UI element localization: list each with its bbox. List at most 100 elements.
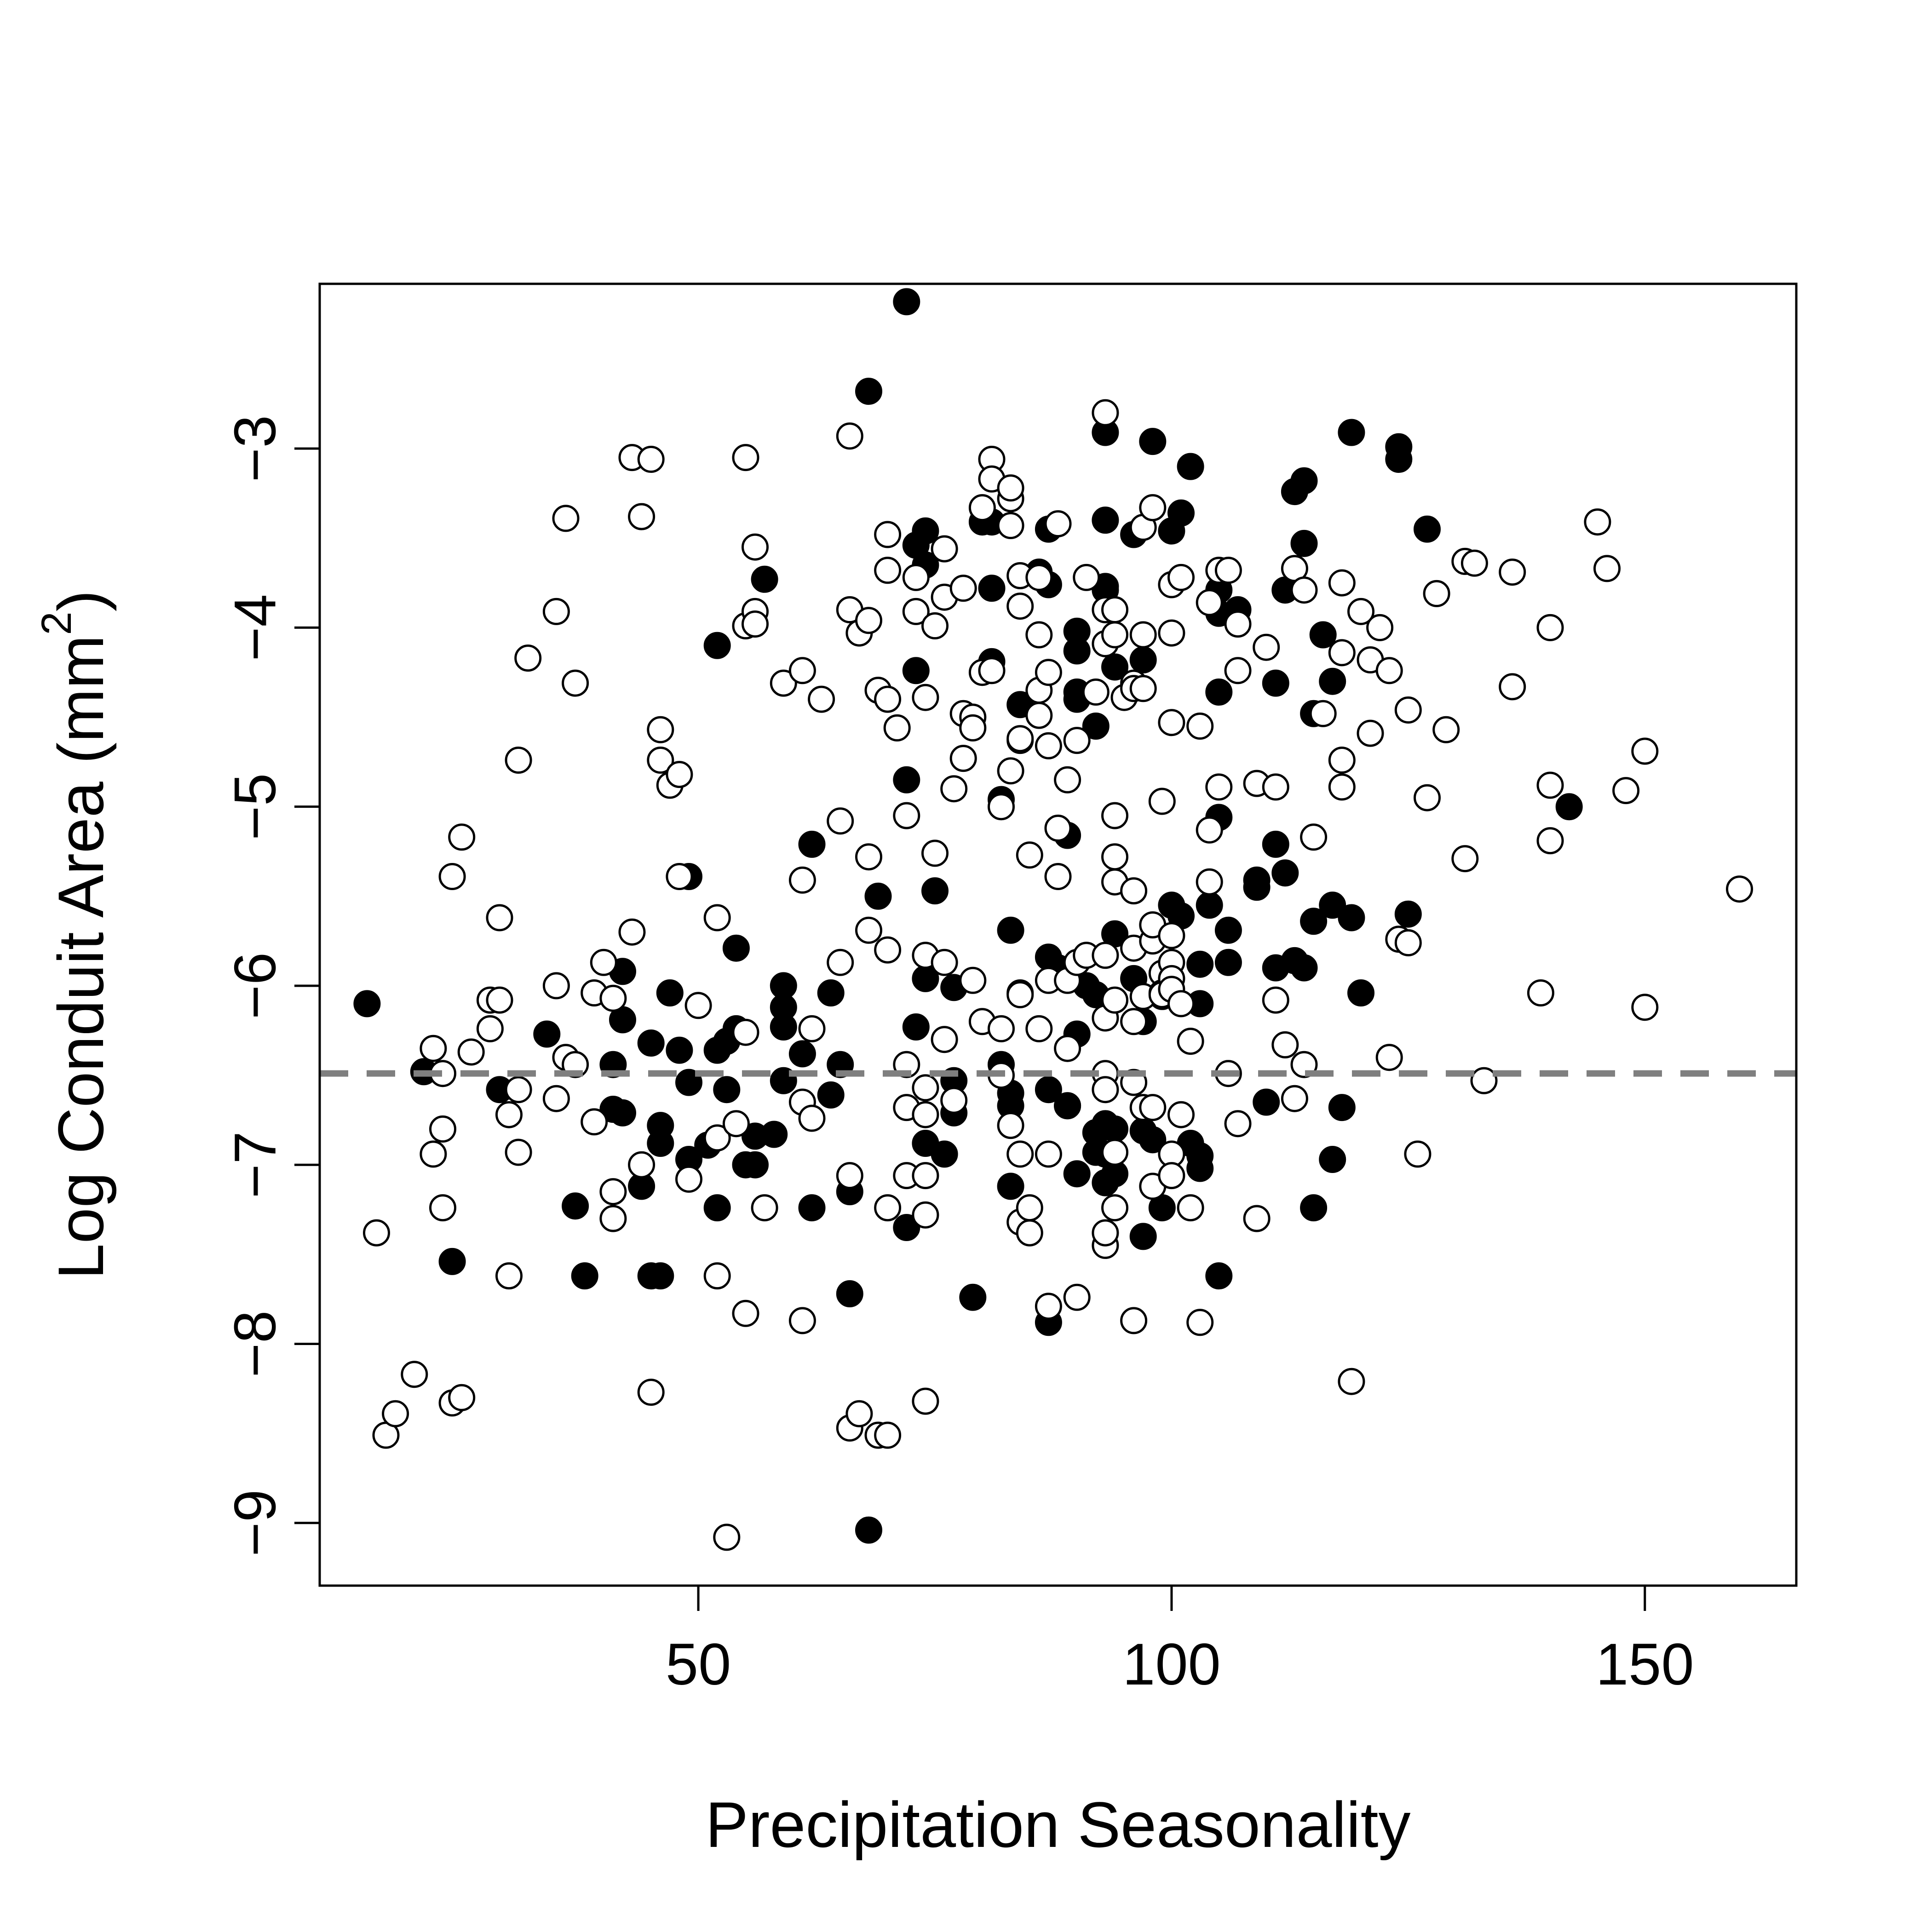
open-point-25 <box>542 598 570 625</box>
open-point-247 <box>1357 719 1384 747</box>
open-point-0 <box>363 1219 390 1247</box>
filled-point-152 <box>1290 529 1318 557</box>
open-point-190 <box>1129 621 1157 649</box>
open-point-223 <box>1205 773 1233 801</box>
open-point-227 <box>1224 657 1252 684</box>
filled-point-28 <box>713 1076 741 1104</box>
open-point-232 <box>1262 773 1289 801</box>
open-point-74 <box>836 422 863 450</box>
y-tick-label-3: −6 <box>223 952 288 1019</box>
open-point-259 <box>1451 845 1479 873</box>
open-point-175 <box>1101 802 1128 829</box>
filled-point-6 <box>571 1262 598 1290</box>
filled-point-161 <box>1338 419 1365 446</box>
filled-point-156 <box>1309 621 1337 649</box>
open-point-57 <box>732 444 759 472</box>
x-axis-title: Precipitation Seasonality <box>705 1788 1410 1861</box>
open-point-218 <box>1186 1309 1214 1336</box>
open-point-18 <box>495 1101 523 1128</box>
open-point-263 <box>1499 558 1526 586</box>
open-point-2 <box>382 1400 409 1427</box>
filled-point-165 <box>1385 433 1413 460</box>
open-point-242 <box>1328 639 1356 667</box>
filled-point-92 <box>1063 1160 1091 1188</box>
filled-point-158 <box>1319 667 1346 695</box>
open-point-123 <box>978 657 1006 684</box>
open-point-267 <box>1536 771 1564 799</box>
filled-point-75 <box>997 1173 1024 1200</box>
filled-point-117 <box>1139 428 1167 455</box>
filled-point-40 <box>788 1040 816 1068</box>
open-point-46 <box>666 761 693 788</box>
filled-point-132 <box>1205 1262 1233 1290</box>
filled-point-39 <box>770 1013 797 1041</box>
open-point-99 <box>912 1162 939 1190</box>
filled-point-141 <box>1243 874 1271 901</box>
open-point-220 <box>1196 816 1223 844</box>
filled-point-84 <box>1035 1076 1062 1104</box>
open-point-172 <box>1092 1219 1119 1247</box>
open-point-68 <box>798 1104 826 1132</box>
open-point-136 <box>1006 981 1034 1008</box>
filled-point-47 <box>836 1280 863 1307</box>
open-point-41 <box>637 1379 665 1406</box>
open-point-270 <box>1593 555 1621 582</box>
open-point-178 <box>1101 986 1128 1014</box>
open-point-4 <box>420 1035 447 1062</box>
open-point-79 <box>855 607 882 634</box>
filled-point-4 <box>533 1020 561 1048</box>
filled-point-100 <box>1092 506 1119 534</box>
open-point-224 <box>1214 557 1242 584</box>
filled-point-150 <box>1290 954 1318 982</box>
open-point-164 <box>1092 399 1119 426</box>
open-point-80 <box>855 916 882 944</box>
open-point-174 <box>1101 596 1128 623</box>
open-point-111 <box>940 1087 968 1114</box>
open-point-119 <box>968 494 996 522</box>
open-point-56 <box>732 1300 759 1327</box>
open-point-261 <box>1460 549 1488 577</box>
open-point-81 <box>855 843 882 871</box>
open-point-13 <box>457 1038 485 1066</box>
open-point-151 <box>1035 1140 1062 1168</box>
open-point-150 <box>1035 1293 1062 1320</box>
plot-frame <box>318 282 1798 1587</box>
open-point-65 <box>788 1307 816 1334</box>
open-point-96 <box>902 564 930 591</box>
open-point-239 <box>1300 823 1328 851</box>
open-point-269 <box>1584 508 1611 536</box>
open-point-272 <box>1631 737 1659 765</box>
filled-point-17 <box>647 1130 674 1157</box>
open-point-63 <box>770 669 797 697</box>
filled-point-166 <box>1394 900 1422 928</box>
open-point-43 <box>647 716 674 743</box>
open-point-213 <box>1167 1101 1195 1128</box>
filled-point-24 <box>703 1194 731 1222</box>
open-point-161 <box>1073 564 1100 591</box>
y-tick-label-2: −7 <box>223 1131 288 1198</box>
open-point-51 <box>703 1124 731 1152</box>
open-point-30 <box>562 669 589 697</box>
open-point-42 <box>637 446 665 473</box>
open-point-109 <box>931 1026 958 1053</box>
open-point-26 <box>542 972 570 1000</box>
open-point-216 <box>1177 1028 1204 1055</box>
open-point-53 <box>713 1524 741 1551</box>
open-point-199 <box>1148 788 1176 815</box>
filled-point-131 <box>1196 891 1223 919</box>
open-point-147 <box>1035 732 1062 759</box>
filled-point-151 <box>1290 467 1318 494</box>
open-point-37 <box>618 918 646 946</box>
open-point-107 <box>931 535 958 563</box>
open-point-39 <box>628 1151 656 1179</box>
filled-point-55 <box>902 657 930 684</box>
open-point-173 <box>1101 621 1128 649</box>
x-tick-label-100: 100 <box>1122 1632 1221 1697</box>
open-point-130 <box>997 757 1024 785</box>
open-point-21 <box>505 1076 532 1104</box>
open-point-95 <box>902 598 930 625</box>
open-point-76 <box>836 1162 863 1190</box>
open-point-49 <box>684 992 712 1019</box>
